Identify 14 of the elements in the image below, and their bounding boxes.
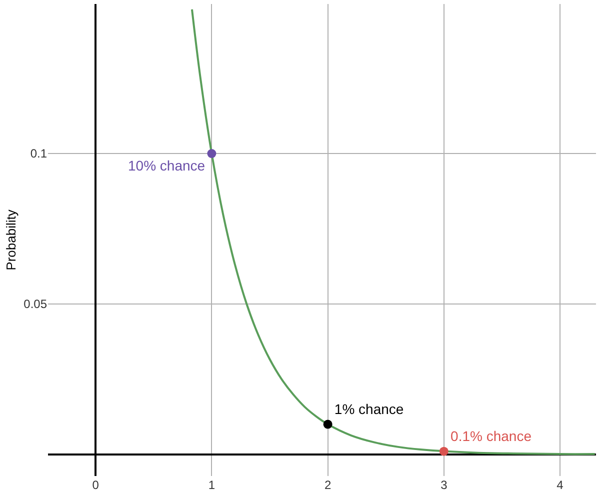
x-tick-label: 3 [440,478,448,492]
y-tick-label: 0.1 [30,146,48,161]
point [439,446,448,456]
x-tick-label: 4 [556,478,564,492]
series-label: 1% chance [334,401,404,418]
series-label: 10% chance [128,158,206,174]
series-label: 0.1% chance [450,428,532,444]
y-tick-label: 0.05 [24,297,48,312]
x-tick-label: 0 [92,478,100,492]
point [323,420,332,429]
x-tick-label: 2 [324,478,332,492]
y-axis-title: Probability [4,209,19,270]
point [207,149,216,158]
x-tick-label: 1 [208,478,216,492]
